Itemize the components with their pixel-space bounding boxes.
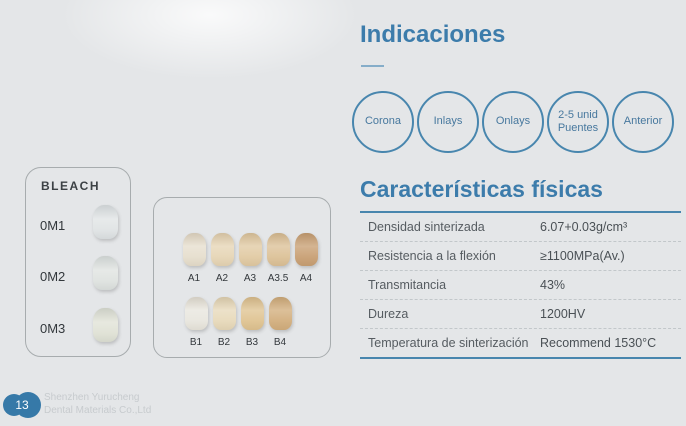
indication-circle-inlays: Inlays xyxy=(417,91,479,153)
shade-label: B3 xyxy=(245,337,259,348)
tooth-swatch xyxy=(294,233,318,266)
tooth-swatch xyxy=(240,297,264,330)
vita-shade-item: B3 xyxy=(239,297,265,348)
circle-label: 2-5 unid xyxy=(558,108,598,121)
vita-shade-item: A4 xyxy=(293,233,319,284)
spec-label: Transmitancia xyxy=(368,278,447,292)
table-row: Transmitancia 43% xyxy=(360,271,681,300)
vita-shade-item: B1 xyxy=(183,297,209,348)
circle-label: Anterior xyxy=(623,115,663,128)
circle-label-line2: Puentes xyxy=(557,122,599,134)
vita-shade-item: B2 xyxy=(211,297,237,348)
spec-value: 1200HV xyxy=(540,307,586,321)
shade-label: 0M3 xyxy=(40,321,66,336)
circle-label: Onlays xyxy=(495,115,531,128)
indication-circle-onlays: Onlays xyxy=(482,91,544,153)
tooth-swatch xyxy=(212,297,236,330)
spec-value: 6.07+0.03g/cm³ xyxy=(540,220,628,234)
indication-circle-puentes: 2-5 unid Puentes xyxy=(547,91,609,153)
company-name: Shenzhen Yurucheng Dental Materials Co.,… xyxy=(44,392,151,417)
vita-row-b: B1 B2 B3 B4 xyxy=(183,297,293,348)
shade-label: 0M1 xyxy=(40,218,66,233)
tooth-swatch xyxy=(266,233,290,266)
table-row: Resistencia a la flexión ≥1100MPa(Av.) xyxy=(360,242,681,271)
tooth-swatch xyxy=(268,297,292,330)
circle-label: Inlays xyxy=(433,115,463,128)
shade-label: A3.5 xyxy=(267,273,289,284)
spec-value: ≥1100MPa(Av.) xyxy=(540,249,625,263)
indication-circle-corona: Corona xyxy=(352,91,414,153)
vita-shade-item: A3 xyxy=(237,233,263,284)
shade-label: A2 xyxy=(215,273,229,284)
shade-label: B2 xyxy=(217,337,231,348)
indication-circle-anterior: Anterior xyxy=(612,91,674,153)
shade-label: B4 xyxy=(273,337,287,348)
bleach-shade-row: 0M3 xyxy=(40,308,118,342)
spec-label: Resistencia a la flexión xyxy=(368,249,496,263)
bleach-shade-panel: BLEACH 0M1 0M2 0M3 xyxy=(25,167,131,357)
tooth-swatch xyxy=(93,256,118,290)
vita-shade-item: A2 xyxy=(209,233,235,284)
indications-title: Indicaciones xyxy=(360,21,506,48)
company-line1: Shenzhen Yurucheng xyxy=(44,392,140,403)
spec-label: Temperatura de sinterización xyxy=(368,336,529,350)
tooth-swatch xyxy=(238,233,262,266)
spec-value: Recommend 1530°C xyxy=(540,336,657,350)
vita-shade-item: A3.5 xyxy=(265,233,291,284)
spec-label: Densidad sinterizada xyxy=(368,220,485,234)
company-line2: Dental Materials Co.,Ltd xyxy=(44,404,152,416)
title-underline xyxy=(361,65,384,67)
background-glow xyxy=(60,0,360,80)
bleach-shade-row: 0M1 xyxy=(40,205,118,239)
bleach-panel-title: BLEACH xyxy=(41,179,100,193)
tooth-swatch xyxy=(210,233,234,266)
vita-shade-item: B4 xyxy=(267,297,293,348)
table-row: Densidad sinterizada 6.07+0.03g/cm³ xyxy=(360,213,681,242)
shade-label: B1 xyxy=(189,337,203,348)
tooth-swatch xyxy=(93,308,118,342)
characteristics-table: Densidad sinterizada 6.07+0.03g/cm³ Resi… xyxy=(360,211,681,359)
circle-label: Corona xyxy=(364,115,402,128)
page-number: 13 xyxy=(15,398,29,412)
page-number-badge: 13 xyxy=(3,392,41,418)
table-row: Temperatura de sinterización Recommend 1… xyxy=(360,329,681,357)
bleach-shade-row: 0M2 xyxy=(40,256,118,290)
table-row: Dureza 1200HV xyxy=(360,300,681,329)
indication-circles: Corona Inlays Onlays 2-5 unid Puentes An… xyxy=(352,91,674,153)
tooth-swatch xyxy=(182,233,206,266)
shade-label: 0M2 xyxy=(40,269,66,284)
spec-label: Dureza xyxy=(368,307,409,321)
shade-label: A1 xyxy=(187,273,201,284)
characteristics-title: Características físicas xyxy=(360,176,603,202)
tooth-swatch xyxy=(184,297,208,330)
shade-label: A4 xyxy=(299,273,313,284)
tooth-swatch xyxy=(93,205,118,239)
shade-label: A3 xyxy=(243,273,257,284)
vita-shade-item: A1 xyxy=(181,233,207,284)
spec-value: 43% xyxy=(540,278,566,292)
vita-row-a: A1 A2 A3 A3.5 A4 xyxy=(181,233,319,284)
vita-shade-panel: A1 A2 A3 A3.5 A4 B1 xyxy=(153,197,331,358)
